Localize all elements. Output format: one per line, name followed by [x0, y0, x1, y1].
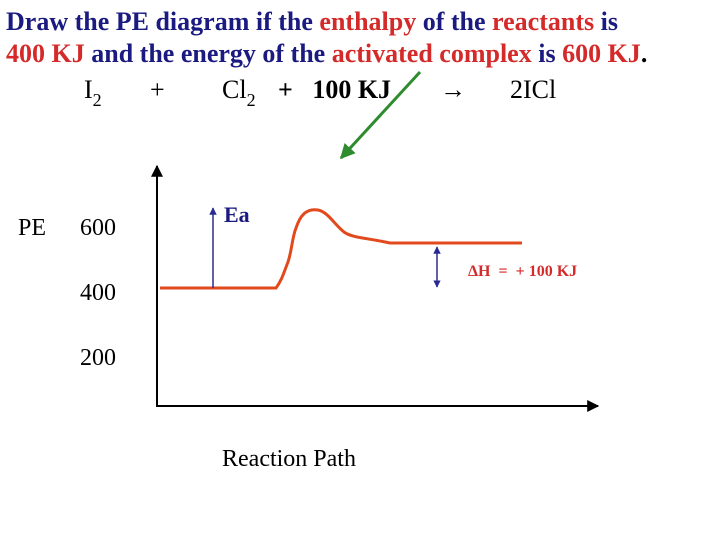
title-segment: is	[594, 7, 618, 36]
level-label: 200	[80, 345, 116, 371]
y-axis-label: PE	[18, 215, 46, 241]
arrow: →	[440, 75, 466, 104]
title-segment: 400 KJ	[6, 39, 85, 68]
title-segment: of the	[416, 7, 492, 36]
title-segment: 600 KJ	[562, 39, 641, 68]
title-segment: Draw the PE diagram if the	[6, 7, 319, 36]
title-line: Draw the PE diagram if the enthalpy of t…	[6, 7, 618, 36]
level-label: 600	[80, 215, 116, 241]
level-label: 400	[80, 280, 116, 306]
title-segment: is	[532, 39, 562, 68]
energy-curve	[160, 208, 522, 290]
pointer-arrow	[339, 70, 422, 160]
delta-h-label: ΔH = + 100 KJ	[468, 263, 577, 280]
product: 2ICl	[510, 75, 556, 104]
title-line: 400 KJ and the energy of the activated c…	[6, 39, 647, 68]
subscript: 2	[247, 90, 256, 110]
plus: +	[150, 75, 165, 104]
title-segment: activated complex	[332, 39, 532, 68]
title-segment: enthalpy	[319, 7, 416, 36]
reactant: I	[84, 75, 93, 104]
ea-label: Ea	[224, 202, 250, 227]
reactant: Cl	[222, 75, 247, 104]
equation: I2 + Cl2 + 100 KJ → 2ICl	[0, 75, 576, 112]
title-segment: reactants	[492, 7, 594, 36]
subscript: 2	[93, 90, 102, 110]
title-segment: and the energy of the	[85, 39, 332, 68]
title-segment: .	[641, 39, 648, 68]
x-axis-label: Reaction Path	[222, 446, 356, 472]
energy: + 100 KJ	[278, 75, 391, 104]
